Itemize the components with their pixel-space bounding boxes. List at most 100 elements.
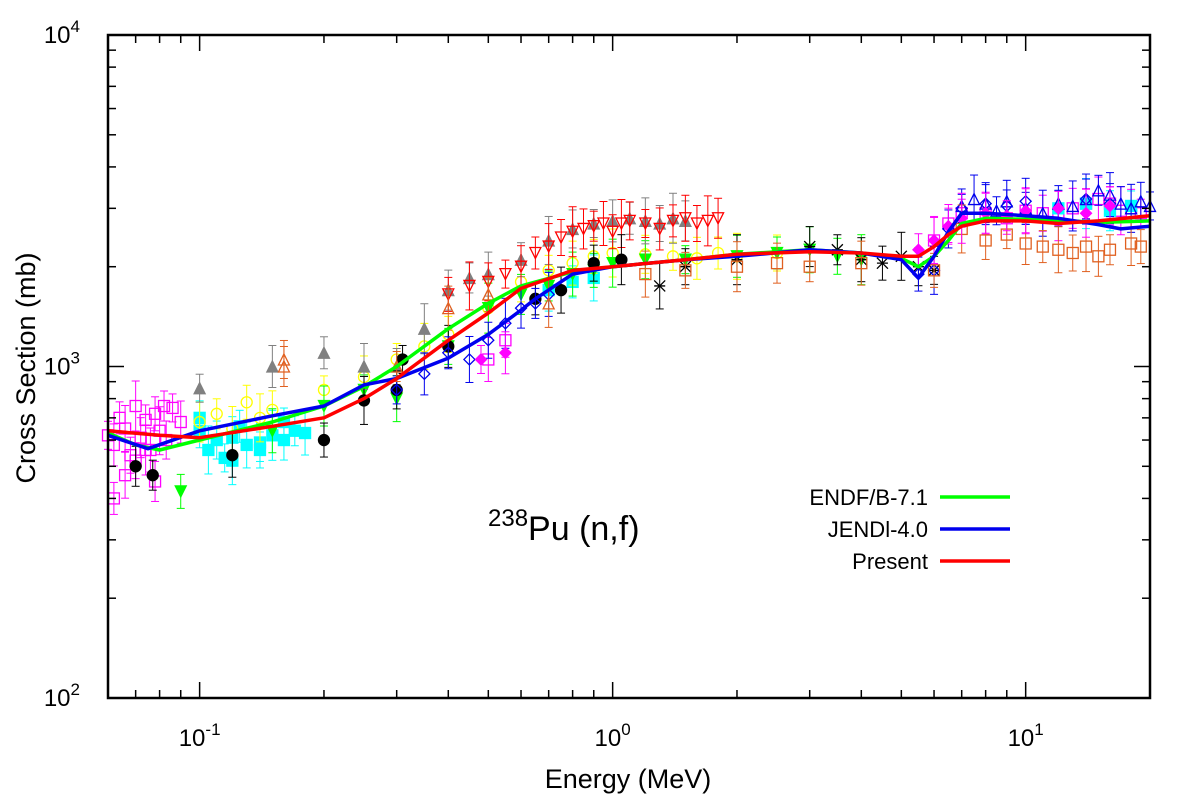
data-point xyxy=(679,264,692,277)
data-point xyxy=(210,407,223,420)
x-axis-title: Energy (MeV) xyxy=(545,764,712,794)
x-tick-labels: 10-1 100 101 xyxy=(179,720,1044,752)
data-point xyxy=(1103,243,1117,256)
data-point xyxy=(979,234,992,247)
y-tick-labels: 102 103 104 xyxy=(44,17,80,712)
data-point xyxy=(417,321,431,335)
data-point xyxy=(576,222,591,236)
data-point xyxy=(174,485,188,499)
data-point xyxy=(498,346,512,360)
data-point xyxy=(357,359,371,373)
legend: ENDF/B-7.1 JENDl-4.0 Present xyxy=(809,485,1010,574)
data-point xyxy=(678,212,692,226)
data-point xyxy=(1066,246,1079,260)
axis-ticks xyxy=(107,34,1151,699)
x-tick-label-1: 100 xyxy=(595,720,631,752)
data-point xyxy=(390,383,404,397)
data-point xyxy=(265,359,279,373)
data-point xyxy=(174,415,187,429)
y-axis-title: Cross Section (mb) xyxy=(11,252,41,483)
data-point xyxy=(770,257,784,270)
data-point xyxy=(317,345,331,359)
data-point xyxy=(514,260,528,274)
data-point xyxy=(606,225,620,239)
data-point xyxy=(193,381,207,395)
exp-series-12 xyxy=(474,186,1117,375)
data-point xyxy=(623,214,637,228)
data-point xyxy=(615,253,628,266)
data-point xyxy=(1079,240,1093,253)
legend-label-1: JENDl-4.0 xyxy=(828,517,928,542)
evaluation-curves-layer xyxy=(107,211,1151,452)
data-point xyxy=(481,287,495,301)
data-point xyxy=(666,214,680,228)
data-point xyxy=(277,352,291,366)
data-point xyxy=(226,449,239,462)
y-tick-label-0: 102 xyxy=(44,680,80,712)
data-point xyxy=(157,399,171,413)
exp-series-5 xyxy=(441,194,725,312)
data-point xyxy=(1134,194,1148,208)
data-point xyxy=(474,353,488,366)
data-point xyxy=(614,217,628,231)
data-point xyxy=(193,415,206,429)
data-point xyxy=(639,267,652,281)
data-point xyxy=(730,260,744,273)
x-tick-label-0: 10-1 xyxy=(179,720,221,752)
data-point xyxy=(1051,201,1065,215)
data-point xyxy=(240,396,253,409)
data-point xyxy=(542,240,556,254)
data-point xyxy=(1036,240,1049,253)
data-point xyxy=(317,433,331,447)
data-point xyxy=(240,438,253,452)
data-point xyxy=(1092,250,1105,263)
data-point xyxy=(288,424,301,437)
data-point xyxy=(876,257,889,270)
data-point xyxy=(148,407,162,420)
data-point xyxy=(1103,199,1117,213)
data-point xyxy=(498,267,512,282)
data-point xyxy=(554,283,568,297)
data-point xyxy=(1134,240,1147,253)
data-point xyxy=(803,260,816,273)
data-point xyxy=(542,296,556,310)
data-point xyxy=(528,246,542,260)
series-line-present xyxy=(107,213,1151,440)
data-point xyxy=(498,316,512,330)
data-point xyxy=(587,220,601,234)
y-tick-label-2: 104 xyxy=(44,17,80,49)
data-point xyxy=(298,426,312,440)
data-point xyxy=(1124,237,1138,250)
data-point xyxy=(690,217,704,231)
data-point xyxy=(1091,183,1105,197)
data-point xyxy=(1019,237,1032,250)
x-tick-label-2: 101 xyxy=(1008,720,1044,752)
data-point xyxy=(701,214,715,228)
data-point xyxy=(441,301,455,315)
data-point xyxy=(1052,243,1065,256)
data-point xyxy=(462,353,476,366)
data-point xyxy=(989,203,1004,217)
data-point xyxy=(146,469,159,482)
data-point xyxy=(711,212,725,226)
y-tick-label-1: 103 xyxy=(44,349,80,381)
plot-annotation: 238Pu (n,f) xyxy=(488,505,640,548)
data-point xyxy=(417,367,431,381)
data-point xyxy=(554,231,568,245)
data-point xyxy=(596,217,610,231)
data-point xyxy=(638,217,652,231)
data-point xyxy=(1079,206,1093,220)
data-point xyxy=(855,257,868,270)
data-point xyxy=(462,279,476,293)
data-point xyxy=(1066,199,1080,213)
legend-label-0: ENDF/B-7.1 xyxy=(809,485,928,510)
data-point xyxy=(129,460,142,473)
data-point xyxy=(653,279,666,292)
data-point xyxy=(118,469,132,482)
data-point xyxy=(1124,201,1138,215)
data-point xyxy=(129,399,142,413)
legend-label-2: Present xyxy=(852,549,928,574)
data-point xyxy=(166,401,179,415)
